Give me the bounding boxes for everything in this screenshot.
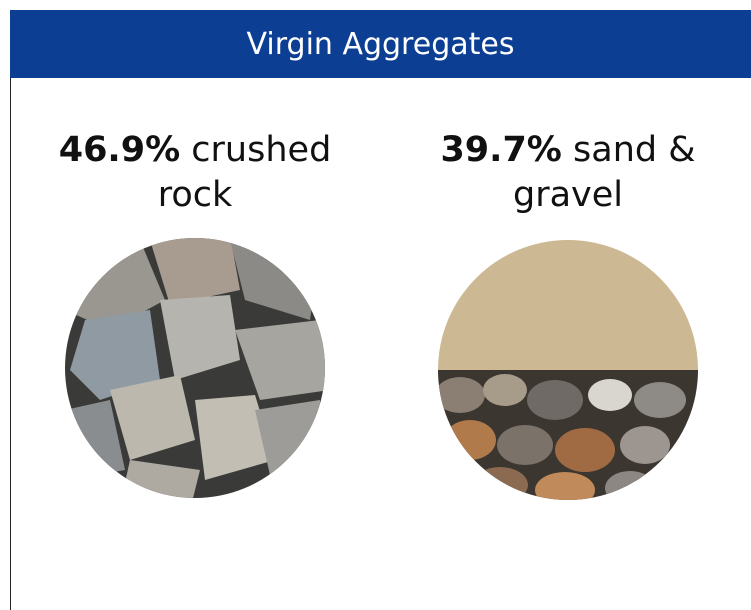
caption: 39.7% sand & gravel <box>420 128 716 218</box>
label: sand & gravel <box>512 130 696 215</box>
images <box>65 238 698 500</box>
caption: 46.9% crushed rock <box>40 128 350 218</box>
percent: 46.9% <box>58 130 181 170</box>
frame <box>10 10 751 610</box>
label: crushed rock <box>157 130 332 215</box>
sand-gravel-image <box>438 240 698 500</box>
page: Virgin Aggregates 46.9% crushed rock 39.… <box>10 10 751 610</box>
header: Virgin Aggregates <box>10 10 751 78</box>
header-title: Virgin Aggregates <box>246 26 515 62</box>
crushed-rock-image <box>65 238 325 498</box>
percent: 39.7% <box>440 130 562 170</box>
